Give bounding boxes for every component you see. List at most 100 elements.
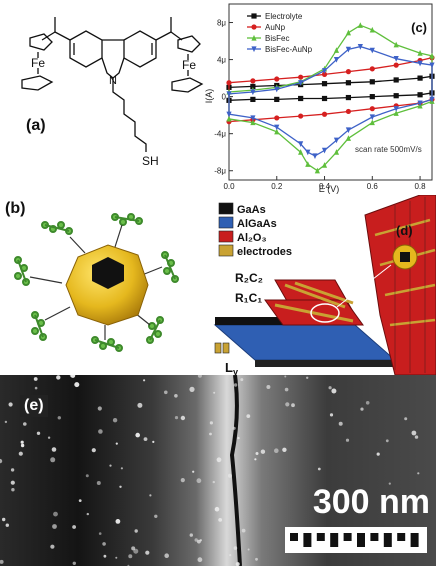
data-point [369, 114, 375, 121]
data-point [369, 47, 375, 54]
layer-swatch [218, 202, 234, 215]
data-point [226, 91, 232, 97]
y-tick-label: 0 [222, 93, 227, 102]
y-tick-label: 4μ [217, 56, 226, 65]
data-point [417, 100, 423, 107]
thiol-label: SH [142, 154, 159, 168]
data-point [250, 89, 256, 96]
data-point [369, 94, 375, 100]
panel-label-d: (d) [396, 223, 413, 238]
fe-right-label: Fe [182, 58, 196, 72]
data-point [274, 115, 280, 121]
panel-label-a: (a) [26, 117, 46, 134]
legend-entry: Electrolyte [265, 12, 303, 21]
x-tick-label: 0.8 [414, 182, 426, 191]
data-point [345, 46, 352, 53]
x-axis-label: E (V) [319, 184, 340, 194]
layer-label: AlGaAs [237, 218, 277, 230]
data-point [345, 69, 352, 75]
scale-bar-label: 300 nm [313, 483, 430, 521]
data-point [345, 127, 352, 134]
data-point [298, 149, 304, 155]
data-point [321, 71, 328, 77]
molecule-structure: Fe Fe N SH [21, 17, 204, 168]
panel-e-micrograph: 300 nm (e) [0, 375, 436, 566]
panel-d-device: GaAs AlGaAs Al₂O₃ electrodes R₂C₂ R₁C₁ Ly (… [205, 194, 436, 377]
data-point [321, 147, 328, 154]
data-point [298, 141, 304, 147]
core-facet [92, 257, 124, 289]
data-point [417, 49, 423, 56]
panel-a-molecule: Fe Fe N SH (a) [0, 0, 210, 195]
y-tick-label: -4μ [214, 130, 226, 139]
ly-label: Ly [225, 360, 238, 375]
data-point [345, 135, 352, 141]
data-point [429, 62, 435, 69]
series-bisfec-aunp [226, 44, 435, 160]
data-point [345, 108, 352, 115]
chart-annotation: scan rate 500mV/s [355, 145, 422, 154]
data-point [298, 74, 304, 80]
data-point [321, 95, 328, 102]
data-point [274, 76, 280, 82]
layer-swatch [218, 216, 234, 229]
gold-nanoparticle-illustration [14, 213, 179, 352]
plot-frame [228, 3, 433, 181]
data-point [226, 115, 232, 122]
data-point [226, 80, 232, 86]
cyclic-voltammogram: 8μ 4μ 0 -4μ -8μ 0.0 0.2 0.4 0.6 0.8 Electrolyte Au… [204, 3, 435, 194]
data-point [305, 161, 311, 167]
data-point [345, 29, 352, 36]
data-point [345, 80, 352, 86]
nitrogen-label: N [109, 75, 117, 87]
layer-label: Al₂O₃ [237, 232, 267, 244]
data-point [333, 137, 340, 144]
data-point [250, 78, 256, 84]
data-point [274, 128, 280, 135]
data-point [369, 79, 375, 85]
y-tick-label: 8μ [217, 19, 226, 28]
panel-label-c: (c) [411, 20, 427, 35]
data-point [251, 13, 257, 19]
data-point [274, 124, 280, 131]
x-tick-label: 0.0 [223, 182, 235, 191]
data-point [393, 93, 399, 99]
data-point [251, 24, 257, 30]
data-point [250, 96, 256, 103]
data-point [312, 153, 318, 160]
y-tick-label: -8μ [214, 167, 226, 176]
r2c2-label: R₂C₂ [235, 271, 263, 285]
data-point [251, 34, 257, 41]
data-point [298, 95, 304, 102]
data-point [369, 66, 375, 72]
panel-label-b: (b) [5, 200, 26, 217]
data-point [417, 60, 423, 67]
legend-entry: BisFec [265, 34, 289, 43]
data-point [357, 44, 363, 50]
data-point [333, 56, 340, 63]
data-point [250, 119, 256, 126]
legend-entry: AuNp [265, 23, 286, 32]
data-point [429, 52, 435, 59]
algaas-layer [213, 324, 397, 361]
data-point [369, 119, 375, 126]
x-tick-label: 0.6 [367, 182, 379, 191]
data-point [357, 22, 363, 28]
data-point [321, 162, 328, 168]
device-schematic: GaAs AlGaAs Al₂O₃ electrodes R₂C₂ R₁C₁ Ly (… [213, 194, 436, 377]
data-point [321, 111, 328, 117]
layer-label: electrodes [237, 246, 292, 258]
data-point [226, 111, 232, 118]
legend-entry: BisFec-AuNp [265, 45, 313, 54]
nanoparticle-dots [0, 375, 420, 566]
data-point [250, 83, 256, 90]
data-point [393, 41, 399, 48]
panel-label-e: (e) [20, 395, 48, 417]
data-point [393, 110, 399, 116]
panel-c-chart: 8μ 4μ 0 -4μ -8μ 0.0 0.2 0.4 0.6 0.8 Electrolyte Au… [204, 0, 436, 195]
data-point [250, 115, 256, 122]
layer-label: GaAs [237, 204, 266, 216]
r1c1-label: R₁C₁ [235, 291, 262, 305]
data-point [333, 149, 340, 155]
chart-legend: Electrolyte AuNp BisFec BisFec-AuNp [247, 12, 313, 54]
